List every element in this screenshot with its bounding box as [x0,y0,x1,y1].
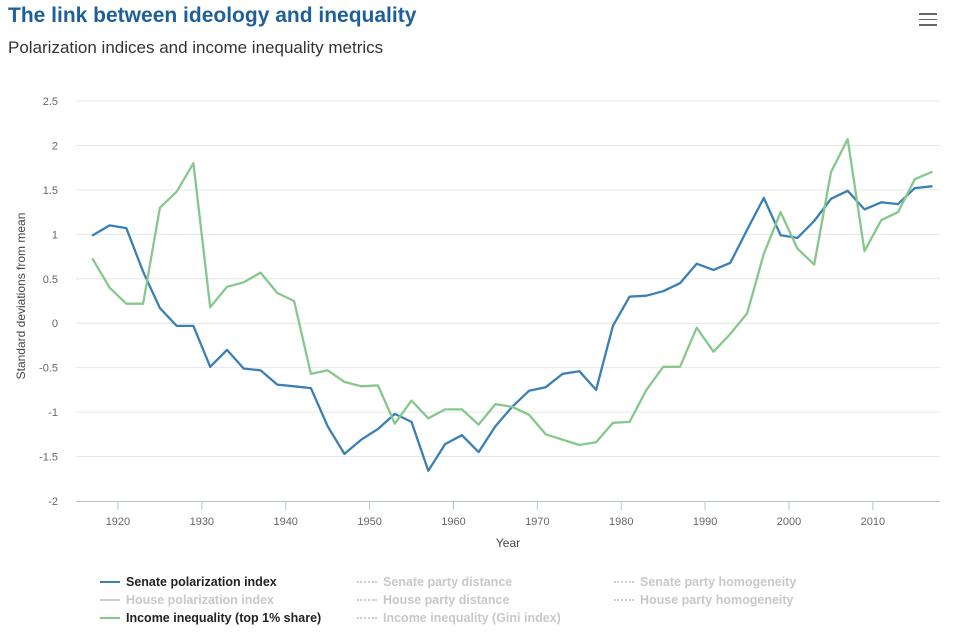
x-tick-label: 1950 [357,516,381,528]
x-axis: 1920 1930 1940 1950 1960 1970 1980 1990 2000 2010 [76,501,940,528]
chart-legend: Senate polarization index House polarizat… [100,573,860,633]
x-tick-label: 1960 [441,516,465,528]
series-line-2[interactable] [91,138,933,447]
x-tick-label: 1970 [525,516,549,528]
x-tick-label: 1930 [190,516,214,528]
legend-label: Income inequality (top 1% share) [126,611,322,625]
legend-item[interactable]: Senate polarization index [100,573,277,591]
y-tick-label: 2.5 [43,96,58,108]
legend-swatch [357,617,377,619]
y-tick-label: 1.5 [43,185,58,197]
y-tick-label: 0.5 [43,274,58,286]
x-tick-label: 1980 [609,516,633,528]
gridlines [76,100,940,458]
legend-label: Senate party distance [383,575,513,589]
x-tick-label: 1990 [693,516,717,528]
chart-title: The link between ideology and inequality [8,4,417,27]
legend-item[interactable]: House party homogeneity [614,591,794,609]
x-tick-label: 2000 [777,516,801,528]
x-tick-label: 2010 [861,516,885,528]
series-lines [91,138,933,472]
x-axis-title: Year [496,536,520,550]
legend-swatch [100,617,120,619]
y-axis-ticks: 2.5 2 1.5 1 0.5 0 -0.5 -1 -1.5 -2 [39,96,58,508]
legend-item[interactable]: House polarization index [100,591,274,609]
legend-swatch [100,599,120,601]
series-line-1[interactable] [91,185,933,472]
chart-subtitle: Polarization indices and income inequali… [8,38,384,57]
legend-label: House party distance [383,593,510,607]
y-tick-label: 0 [52,318,58,330]
legend-swatch [614,581,634,583]
x-tick-label: 1920 [106,516,130,528]
line-chart: 2.5 2 1.5 1 0.5 0 -0.5 -1 -1.5 -2 1920 1930 1940 195… [14,96,940,550]
legend-swatch [614,599,634,601]
y-tick-label: -1.5 [39,452,58,464]
legend-label: Senate polarization index [126,575,277,589]
legend-item[interactable]: Income inequality (top 1% share) [100,609,321,627]
legend-label: Senate party homogeneity [640,575,797,589]
legend-item[interactable]: Income inequality (Gini index) [357,609,561,627]
y-axis-title: Standard deviations from mean [14,213,28,380]
legend-swatch [357,599,377,601]
y-tick-label: 2 [52,140,58,152]
y-tick-label: 1 [52,229,58,241]
legend-swatch [357,581,377,583]
legend-label: House party homogeneity [640,593,794,607]
y-tick-label: -1 [48,407,58,419]
legend-item[interactable]: Senate party homogeneity [614,573,796,591]
legend-label: House polarization index [126,593,274,607]
legend-item[interactable]: House party distance [357,591,509,609]
legend-label: Income inequality (Gini index) [383,611,561,625]
hamburger-menu-icon[interactable] [914,8,942,32]
x-tick-label: 1940 [273,516,297,528]
y-tick-label: -0.5 [39,363,58,375]
legend-swatch [100,581,120,583]
y-tick-label: -2 [48,496,58,508]
legend-item[interactable]: Senate party distance [357,573,512,591]
